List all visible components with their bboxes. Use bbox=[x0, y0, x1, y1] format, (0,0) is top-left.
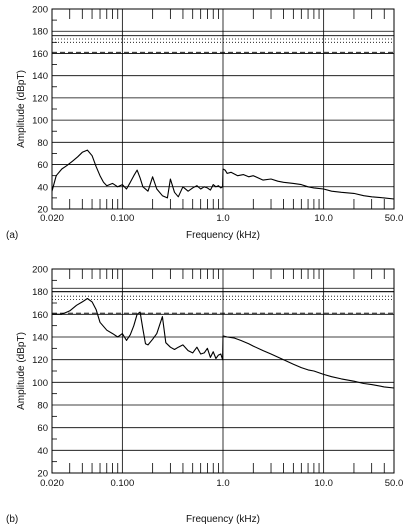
y-tick-label: 140 bbox=[32, 71, 48, 82]
y-tick-label: 60 bbox=[37, 423, 48, 434]
panel-label: (a) bbox=[6, 230, 18, 241]
y-tick-label: 120 bbox=[32, 93, 48, 104]
x-axis-title: Frequency (kHz) bbox=[186, 514, 260, 525]
x-tick-label: 0.100 bbox=[110, 213, 134, 224]
panel-a: 20 40 60 80 100 120 140 160 180 200 0.020 0.100 1.0 1… bbox=[6, 5, 403, 242]
x-tick-label: 0.020 bbox=[40, 213, 64, 224]
y-tick-label: 160 bbox=[32, 49, 48, 60]
y-tick-label: 80 bbox=[37, 401, 48, 412]
y-axis-title: Amplitude (dBpT) bbox=[16, 332, 27, 410]
y-tick-label: 80 bbox=[37, 138, 48, 149]
y-tick-label: 140 bbox=[32, 333, 48, 344]
y-tick-label: 160 bbox=[32, 310, 48, 321]
y-tick-label: 100 bbox=[32, 378, 48, 389]
y-tick-label: 120 bbox=[32, 355, 48, 366]
x-axis-title: Frequency (kHz) bbox=[186, 230, 260, 241]
y-tick-label: 180 bbox=[32, 27, 48, 38]
y-tick-label: 180 bbox=[32, 287, 48, 298]
x-tick-label: 1.0 bbox=[216, 213, 229, 224]
x-tick-label: 1.0 bbox=[216, 478, 229, 489]
x-tick-label: 50.0 bbox=[385, 478, 404, 489]
x-tick-label: 50.0 bbox=[385, 213, 404, 224]
x-tick-label: 0.020 bbox=[40, 478, 64, 489]
x-tick-label: 0.100 bbox=[110, 478, 134, 489]
series-line bbox=[51, 149, 395, 200]
y-tick-label: 200 bbox=[32, 5, 48, 16]
x-tick-label: 10.0 bbox=[314, 478, 333, 489]
y-tick-label: 20 bbox=[37, 469, 48, 480]
y-tick-label: 40 bbox=[37, 446, 48, 457]
y-axis-title: Amplitude (dBpT) bbox=[16, 70, 27, 148]
x-tick-label: 10.0 bbox=[314, 213, 333, 224]
y-tick-label: 60 bbox=[37, 160, 48, 171]
y-tick-label: 200 bbox=[32, 265, 48, 276]
panel-b: 20 40 60 80 100 120 140 160 180 200 0.020 0.100 1.0 1… bbox=[6, 265, 403, 526]
series-line bbox=[52, 297, 395, 389]
y-tick-label: 40 bbox=[37, 182, 48, 193]
y-tick-label: 20 bbox=[37, 205, 48, 216]
panel-label: (b) bbox=[6, 514, 18, 525]
y-tick-label: 100 bbox=[32, 116, 48, 127]
